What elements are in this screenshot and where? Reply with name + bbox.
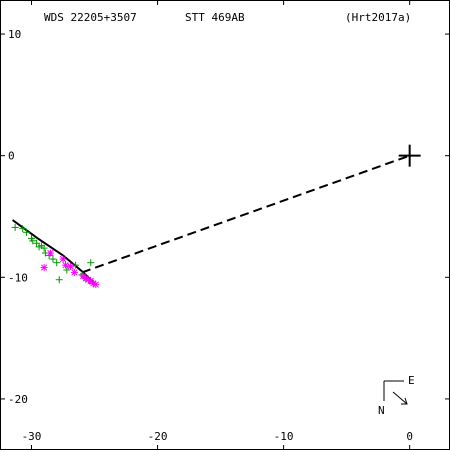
point-plus-12 [53, 259, 60, 266]
point-star-1 [47, 249, 54, 256]
y-tick-label-3: -20 [8, 393, 28, 406]
compass-east-label: E [408, 374, 415, 387]
separation-line [82, 156, 410, 273]
point-star-11 [92, 281, 99, 288]
header-ref: (Hrt2017a) [345, 11, 411, 24]
primary-star-marker [399, 145, 421, 167]
y-tick-label-1: 0 [8, 150, 15, 163]
point-plus-2 [23, 229, 30, 236]
compass-north-label: N [378, 404, 385, 417]
y-tick-label-2: -10 [8, 271, 28, 284]
header-name: STT 469AB [185, 11, 245, 24]
x-tick-label-2: -10 [274, 430, 294, 443]
compass-motion-arrow [393, 392, 407, 404]
data-points [12, 145, 421, 288]
x-tick-label-3: 0 [406, 430, 413, 443]
point-star-5 [71, 269, 78, 276]
y-tick-label-0: 10 [8, 28, 21, 41]
point-star-0 [41, 264, 48, 271]
point-plus-0 [12, 224, 19, 231]
point-star-4 [67, 263, 74, 270]
point-star-2 [60, 256, 67, 263]
point-plus-20 [87, 259, 94, 266]
x-tick-label-0: -30 [22, 430, 42, 443]
point-plus-11 [49, 256, 56, 263]
compass-rose: N E [378, 374, 415, 417]
header-wds: WDS 22205+3507 [44, 11, 137, 24]
point-plus-13 [56, 276, 63, 283]
x-tick-label-1: -20 [148, 430, 168, 443]
point-star-3 [62, 262, 69, 269]
